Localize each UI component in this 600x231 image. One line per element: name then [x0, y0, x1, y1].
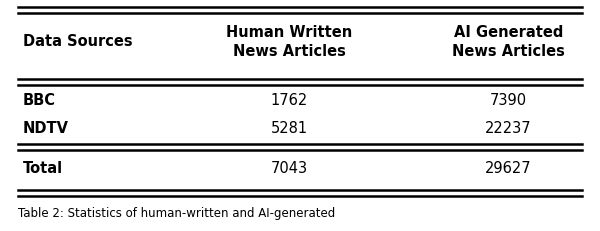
Text: 7390: 7390	[490, 93, 527, 108]
Text: 29627: 29627	[485, 160, 532, 175]
Text: 1762: 1762	[271, 93, 308, 108]
Text: BBC: BBC	[23, 93, 56, 108]
Text: Table 2: Statistics of human-written and AI-generated: Table 2: Statistics of human-written and…	[18, 206, 335, 219]
Text: Data Sources: Data Sources	[23, 34, 133, 49]
Text: NDTV: NDTV	[23, 121, 69, 136]
Text: 22237: 22237	[485, 121, 532, 136]
Text: AI Generated
News Articles: AI Generated News Articles	[452, 25, 565, 58]
Text: Total: Total	[23, 160, 63, 175]
Text: 5281: 5281	[271, 121, 308, 136]
Text: 7043: 7043	[271, 160, 308, 175]
Text: Human Written
News Articles: Human Written News Articles	[226, 25, 353, 58]
